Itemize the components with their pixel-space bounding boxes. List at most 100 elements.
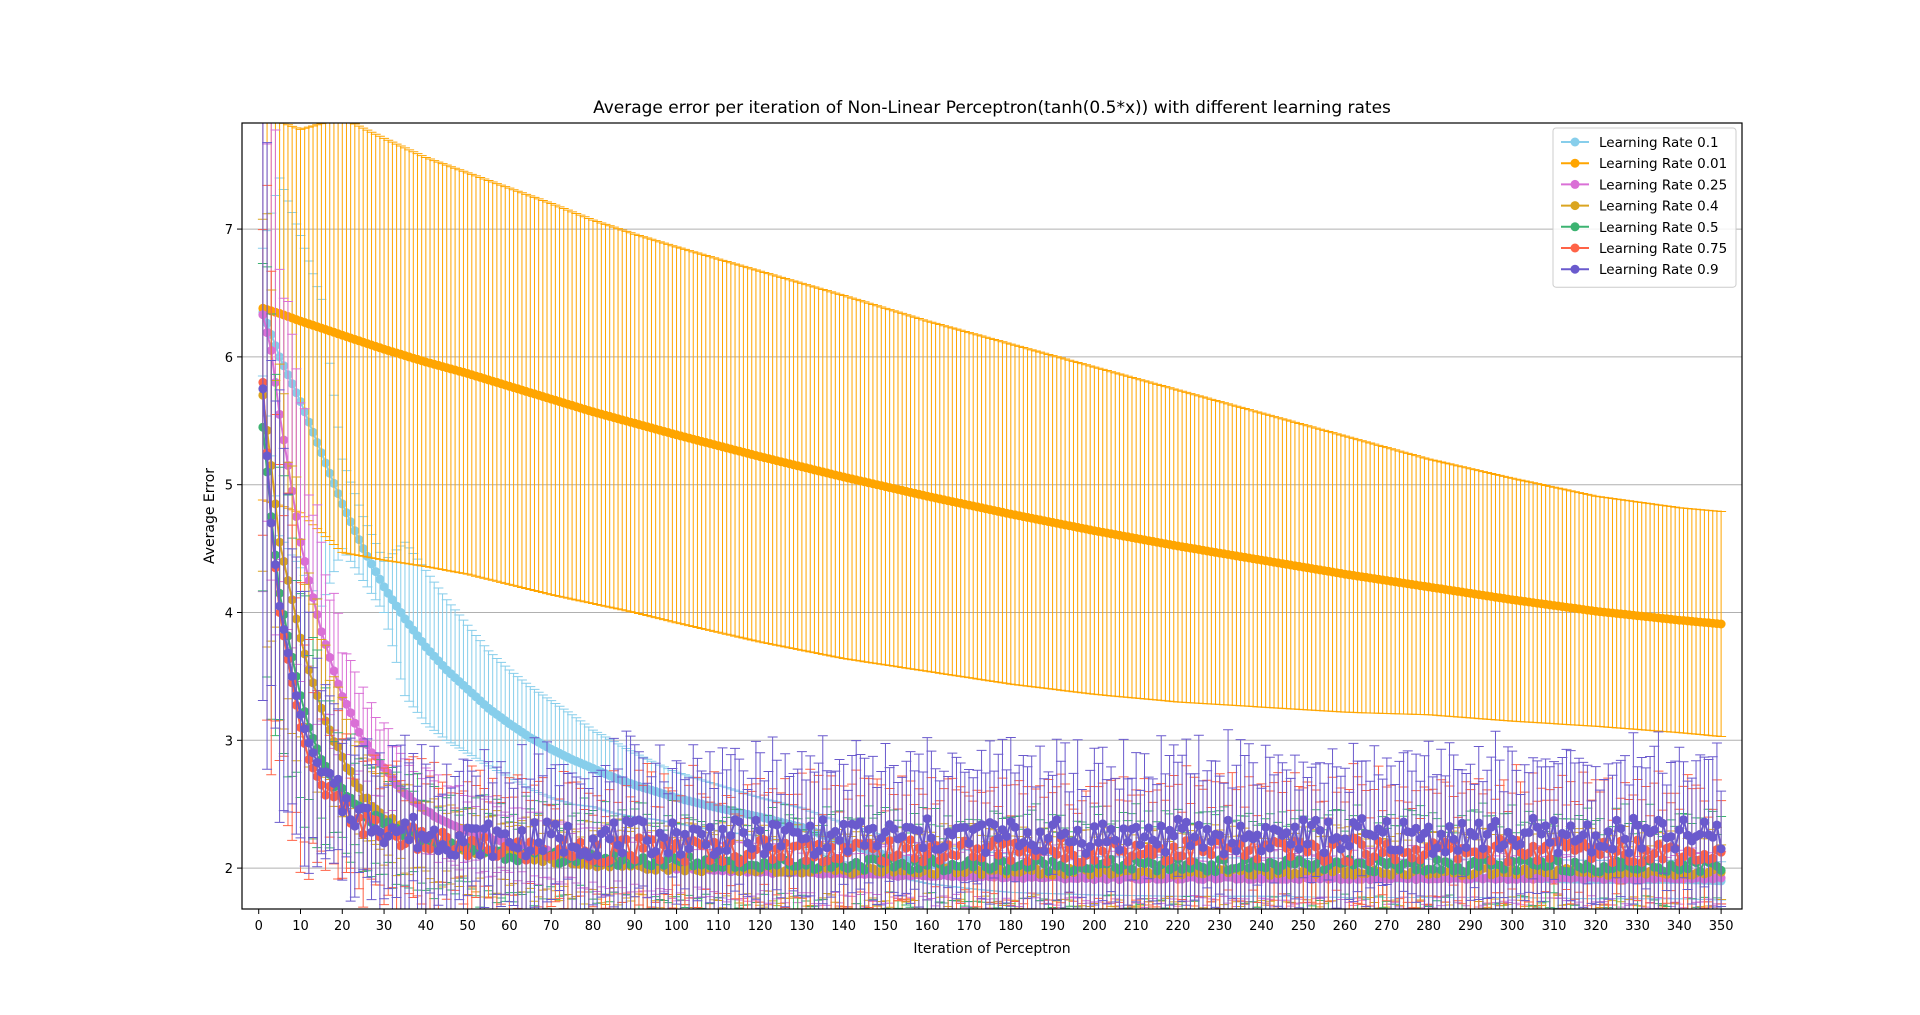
data-point bbox=[1599, 842, 1609, 852]
data-point bbox=[1461, 843, 1471, 852]
data-point bbox=[1549, 816, 1559, 825]
data-point bbox=[308, 593, 318, 603]
data-point bbox=[839, 819, 849, 829]
data-point bbox=[977, 820, 987, 830]
data-point bbox=[546, 829, 556, 839]
x-tick-label: 130 bbox=[789, 919, 814, 934]
data-point bbox=[458, 837, 468, 847]
data-point bbox=[764, 842, 773, 852]
data-point bbox=[1603, 827, 1613, 837]
data-point bbox=[1499, 840, 1509, 850]
data-point bbox=[1018, 838, 1028, 848]
data-point bbox=[1094, 838, 1103, 847]
data-point bbox=[1089, 822, 1099, 832]
x-tick-label: 40 bbox=[418, 919, 435, 934]
data-point bbox=[1528, 813, 1538, 823]
data-point bbox=[1553, 848, 1563, 858]
data-point bbox=[500, 829, 510, 839]
data-point bbox=[1449, 834, 1459, 844]
data-point bbox=[283, 648, 293, 658]
data-point bbox=[1039, 846, 1049, 856]
data-point bbox=[676, 849, 686, 859]
data-point bbox=[1169, 831, 1179, 841]
data-point bbox=[1378, 827, 1388, 837]
data-point bbox=[1119, 824, 1129, 834]
data-point bbox=[1123, 837, 1133, 847]
x-tick-label: 100 bbox=[664, 919, 689, 934]
data-point bbox=[1541, 821, 1551, 831]
data-point bbox=[1252, 830, 1262, 840]
data-point bbox=[1436, 829, 1446, 839]
data-point bbox=[814, 846, 824, 856]
data-point bbox=[684, 844, 694, 854]
data-point bbox=[1286, 839, 1296, 849]
data-point bbox=[1382, 816, 1392, 826]
data-point bbox=[379, 582, 389, 592]
data-point bbox=[960, 822, 970, 832]
data-point bbox=[1231, 846, 1241, 856]
data-point bbox=[1052, 815, 1062, 825]
data-point bbox=[1411, 823, 1421, 833]
x-tick-label: 220 bbox=[1166, 919, 1191, 934]
data-point bbox=[1023, 828, 1032, 837]
data-point bbox=[1181, 817, 1191, 827]
plot-area bbox=[257, 123, 1727, 909]
data-point bbox=[270, 560, 280, 570]
data-point bbox=[342, 699, 351, 709]
x-tick-label: 270 bbox=[1374, 919, 1399, 934]
data-point bbox=[300, 556, 310, 566]
data-point bbox=[1649, 825, 1659, 835]
data-point bbox=[525, 846, 535, 856]
data-point bbox=[316, 627, 326, 637]
data-point bbox=[350, 821, 360, 831]
data-point bbox=[1156, 821, 1166, 831]
data-point bbox=[375, 574, 385, 584]
data-point bbox=[651, 846, 661, 856]
x-tick-label: 140 bbox=[831, 919, 856, 934]
data-point bbox=[1265, 843, 1275, 853]
data-point bbox=[592, 850, 602, 860]
data-point bbox=[1236, 821, 1246, 831]
x-tick-label: 210 bbox=[1124, 919, 1149, 934]
data-point bbox=[1608, 844, 1617, 854]
data-point bbox=[1699, 817, 1709, 827]
data-point bbox=[1035, 827, 1045, 837]
x-tick-label: 20 bbox=[334, 919, 351, 934]
data-point bbox=[642, 836, 652, 845]
data-point bbox=[287, 671, 297, 681]
x-tick-label: 80 bbox=[585, 919, 602, 934]
x-tick-label: 200 bbox=[1082, 919, 1107, 934]
data-point bbox=[362, 803, 372, 813]
data-point bbox=[429, 825, 439, 835]
data-point bbox=[1282, 828, 1292, 838]
data-point bbox=[1394, 845, 1404, 855]
data-point bbox=[1215, 830, 1225, 840]
data-point bbox=[325, 768, 335, 778]
data-point bbox=[1470, 831, 1480, 841]
data-point bbox=[396, 608, 406, 617]
data-point bbox=[1219, 849, 1229, 859]
data-point bbox=[1102, 837, 1112, 847]
data-point bbox=[1131, 822, 1141, 832]
data-point bbox=[1031, 845, 1041, 855]
x-tick-label: 280 bbox=[1416, 919, 1441, 934]
data-point bbox=[375, 827, 385, 837]
data-point bbox=[918, 843, 928, 853]
data-point bbox=[1298, 815, 1308, 825]
data-point bbox=[1110, 835, 1120, 845]
data-point bbox=[1545, 838, 1555, 847]
data-point bbox=[1591, 831, 1601, 841]
x-tick-label: 230 bbox=[1207, 919, 1232, 934]
data-point bbox=[1612, 815, 1622, 825]
data-point bbox=[1440, 847, 1450, 857]
x-tick-label: 110 bbox=[706, 919, 731, 934]
data-point bbox=[993, 833, 1003, 843]
data-point bbox=[1294, 844, 1304, 854]
data-point bbox=[718, 824, 727, 834]
data-point bbox=[1323, 817, 1333, 827]
data-point bbox=[672, 828, 681, 837]
data-point bbox=[304, 738, 314, 748]
data-point bbox=[325, 652, 335, 662]
data-point bbox=[1582, 820, 1592, 830]
